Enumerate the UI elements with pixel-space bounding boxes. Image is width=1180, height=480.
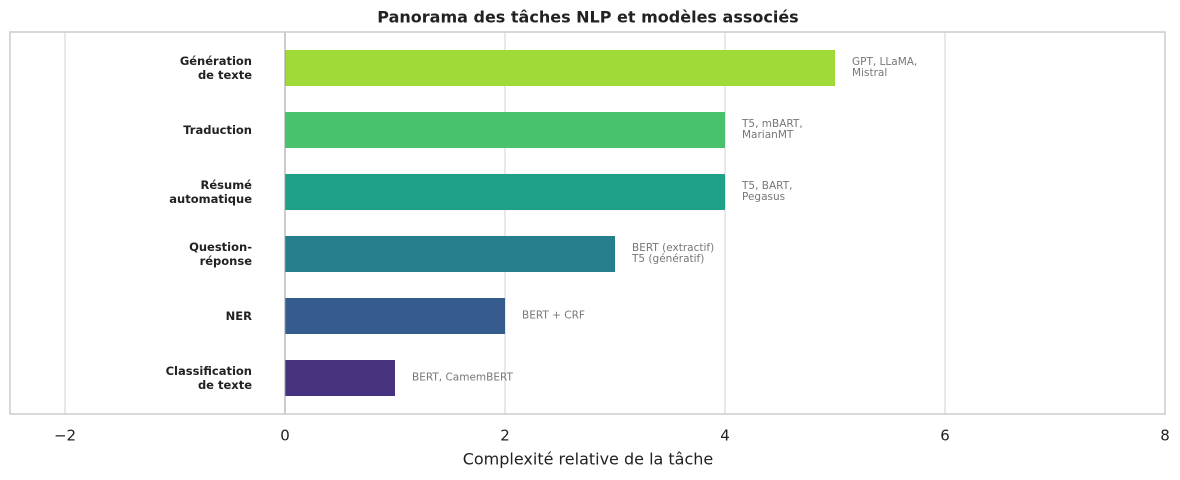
category-label: Traduction (183, 123, 252, 137)
category-label: Génération de texte (179, 54, 252, 82)
category-label: Classification de texte (165, 364, 252, 392)
category-label: Résumé automatique (169, 178, 252, 206)
annotation: GPT, LLaMA, Mistral (852, 56, 918, 79)
annotation: BERT, CamemBERT (412, 371, 513, 384)
annotation: BERT (extractif) T5 (génératif) (632, 242, 715, 265)
annotation: T5, mBART, MarianMT (742, 118, 803, 141)
chart-title: Panorama des tâches NLP et modèles assoc… (377, 8, 798, 27)
x-tick-label: 4 (720, 427, 730, 445)
category-label: NER (225, 309, 252, 323)
x-tick-label: 8 (1160, 427, 1170, 445)
x-tick-label: 0 (280, 427, 290, 445)
x-tick-label: 6 (940, 427, 950, 445)
x-tick-label: 2 (500, 427, 510, 445)
bar (285, 236, 615, 272)
category-label: Question- réponse (189, 240, 252, 268)
annotation: T5, BART, Pegasus (742, 180, 793, 203)
bar (285, 50, 835, 86)
bar (285, 360, 395, 396)
bar (285, 112, 725, 148)
bar (285, 174, 725, 210)
annotation: BERT + CRF (522, 309, 585, 322)
plot-frame (9, 31, 1166, 415)
bar (285, 298, 505, 334)
x-axis-label: Complexité relative de la tâche (463, 450, 714, 469)
x-tick-label: −2 (54, 427, 76, 445)
